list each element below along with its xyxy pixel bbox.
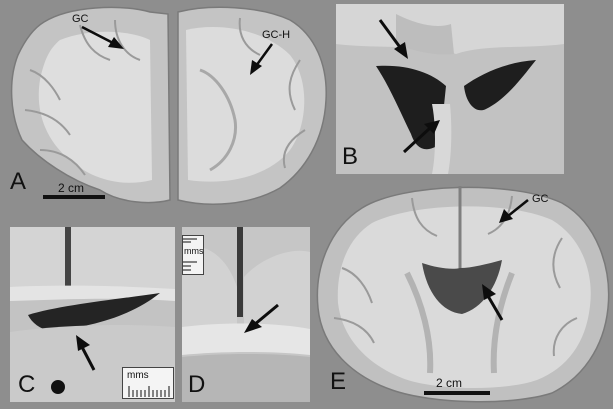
panel-c-arrow-icon [76, 335, 96, 371]
panel-a-label: A [10, 168, 27, 195]
panel-c: C mms [10, 227, 175, 402]
panel-e-ventricles [422, 260, 502, 314]
panel-e-arrow-gc-icon [499, 199, 529, 223]
right-ventricle [464, 60, 536, 111]
panel-a-image [10, 6, 327, 205]
panel-d-label: D [188, 371, 206, 398]
panel-a-gc-label: GC [72, 13, 89, 25]
arrow-gc-icon [81, 25, 124, 49]
panel-d-ruler-label: mms [184, 246, 204, 256]
panel-c-label: C [18, 371, 36, 398]
panel-e-scale-bar [424, 391, 490, 395]
panel-a-scale-label: 2 cm [58, 181, 85, 195]
panel-a-gc-h-label: GC-H [262, 29, 291, 41]
arrow-upper-icon [378, 19, 408, 59]
arrow-lower-icon [402, 120, 440, 154]
panel-d-ruler: mms [182, 235, 204, 275]
panel-b-image [336, 4, 564, 174]
panel-a: GC GC-H A 2 cm [0, 0, 335, 215]
panel-b-label: B [342, 143, 359, 170]
panel-a-scale-bar [43, 195, 105, 199]
panel-d-arrow-icon [244, 303, 279, 333]
panel-e: GC E 2 cm [312, 178, 613, 409]
panel-e-label: E [330, 368, 347, 395]
panel-b: B [336, 4, 564, 174]
panel-e-scale-label: 2 cm [436, 376, 463, 390]
panel-c-ruler-label: mms [127, 370, 149, 381]
panel-e-gc-label: GC [532, 193, 549, 205]
panel-e-image [316, 186, 610, 403]
panel-c-ventricle [28, 293, 160, 331]
panel-c-ruler: mms [122, 367, 174, 399]
panel-e-arrow-lower-icon [482, 284, 504, 321]
arrow-gc-h-icon [250, 43, 274, 75]
panel-d: mms D [182, 227, 310, 402]
